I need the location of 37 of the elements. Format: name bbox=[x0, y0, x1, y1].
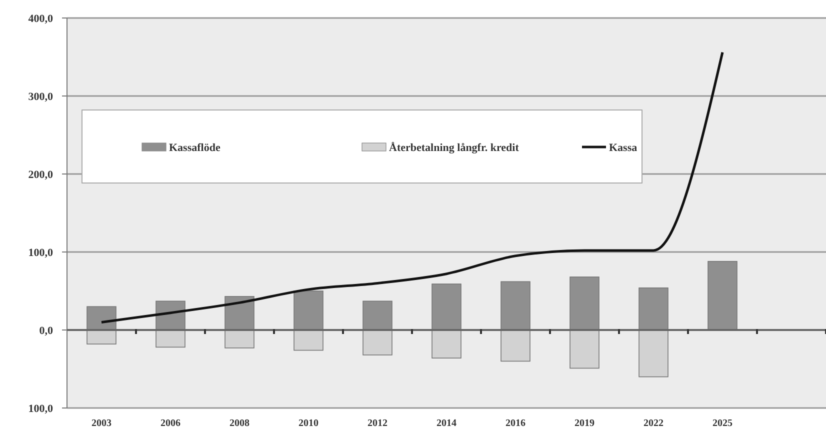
x-tick-label: 2003 bbox=[92, 418, 112, 429]
bar bbox=[432, 330, 462, 358]
y-tick-label: 200,0 bbox=[28, 168, 54, 181]
legend-label: Kassaflöde bbox=[169, 142, 220, 154]
x-tick-label: 2019 bbox=[574, 418, 594, 429]
line-series bbox=[100, 51, 724, 324]
bar bbox=[156, 330, 186, 348]
bar bbox=[224, 330, 254, 348]
y-tick-label: 100,0 bbox=[28, 402, 54, 415]
bar bbox=[500, 281, 530, 330]
y-tick-label: 0,0 bbox=[39, 324, 54, 337]
y-tick-label: 400,0 bbox=[28, 12, 54, 25]
x-tick-label: 2010 bbox=[298, 418, 318, 429]
bar bbox=[86, 330, 116, 344]
bar bbox=[570, 276, 600, 330]
x-tick-label: 2006 bbox=[160, 418, 180, 429]
bar bbox=[294, 330, 324, 351]
bar bbox=[570, 330, 600, 369]
bar bbox=[432, 284, 462, 330]
bar bbox=[362, 300, 392, 330]
bar bbox=[638, 287, 668, 330]
y-tick-label: 100,0 bbox=[28, 246, 54, 259]
x-tick-label: 2014 bbox=[436, 418, 456, 429]
x-tick-label: 2008 bbox=[230, 418, 250, 429]
bar bbox=[294, 290, 324, 330]
y-tick-label: 300,0 bbox=[28, 90, 54, 103]
bar bbox=[708, 260, 738, 330]
bar bbox=[500, 330, 530, 362]
legend-label: Kassa bbox=[609, 142, 638, 154]
x-tick-label: 2025 bbox=[712, 418, 732, 429]
x-tick-label: 2016 bbox=[506, 418, 526, 429]
x-tick-label: 2022 bbox=[644, 418, 664, 429]
x-tick-label: 2012 bbox=[368, 418, 388, 429]
bar bbox=[362, 330, 392, 356]
bar bbox=[86, 306, 116, 330]
bar bbox=[638, 330, 668, 378]
legend-label: Återbetalning långfr. kredit bbox=[389, 140, 520, 154]
